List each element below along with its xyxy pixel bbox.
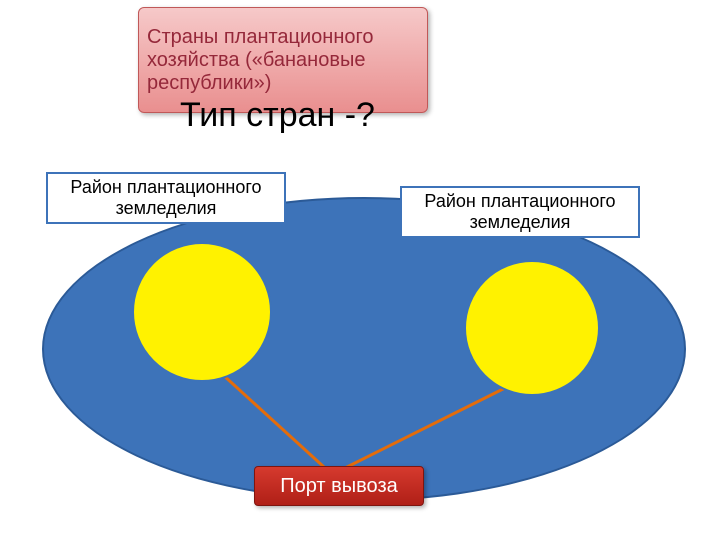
page-title-text: Тип стран -? — [180, 96, 375, 134]
port-box: Порт вывоза — [254, 466, 424, 506]
plantation-label-right: Район плантационного земледелия — [400, 186, 640, 238]
plantation-label-right-text: Район плантационного земледелия — [408, 191, 632, 232]
plantation-circle-right — [464, 260, 600, 396]
port-box-text: Порт вывоза — [280, 475, 398, 498]
page-title: Тип стран -? — [180, 96, 375, 135]
header-box-text: Страны плантационного хозяйства («банано… — [147, 26, 419, 95]
plantation-circle-left — [132, 242, 272, 382]
plantation-label-left-text: Район плантационного земледелия — [54, 177, 278, 218]
plantation-label-left: Район плантационного земледелия — [46, 172, 286, 224]
